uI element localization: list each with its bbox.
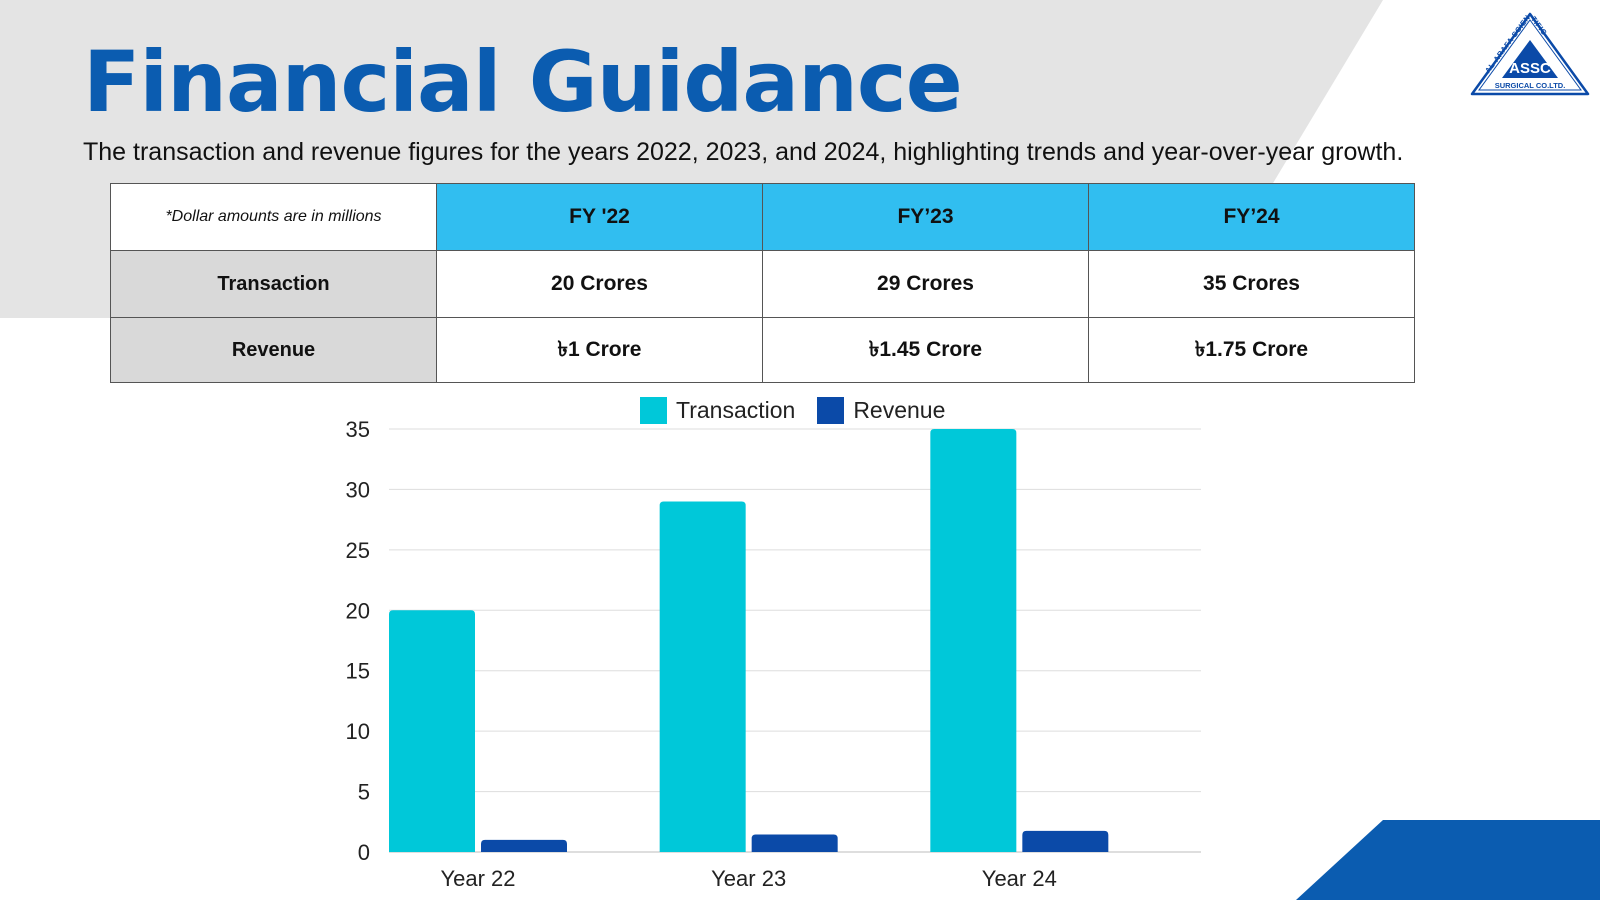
bar-transaction-year-23 [659,501,746,852]
y-tick-label: 10 [346,719,370,744]
legend-item-transaction: Transaction [640,396,796,424]
financial-table: *Dollar amounts are in millions FY '22 F… [110,183,1415,383]
bar-transaction-year-22 [389,610,475,852]
table-column-header: FY’23 [762,183,1089,251]
table-column-header: FY '22 [436,183,763,251]
chart-legend: Transaction Revenue [640,396,945,424]
table-row: Revenue ৳1 Crore ৳1.45 Crore ৳1.75 Crore [110,317,1415,383]
table-cell: ৳1.75 Crore [1088,317,1415,383]
y-tick-label: 5 [358,780,370,805]
bar-revenue-year-24 [1022,830,1109,852]
table-cell: 20 Crores [436,250,763,318]
company-logo: AL-ARAFA SCIENTIFIC ASSC SURGICAL CO.LTD… [1470,12,1590,96]
legend-label: Revenue [853,396,946,423]
table-row-label: Transaction [110,250,437,318]
y-tick-label: 0 [358,840,370,865]
table-cell: 29 Crores [762,250,1089,318]
logo-center-text: ASSC [1509,60,1551,77]
x-category-label: Year 22 [440,866,515,891]
bar-chart: 0 5 10 15 20 25 30 35 Year 22 Year 23 Year 24 [346,420,1201,891]
legend-swatch-transaction [640,396,667,424]
y-tick-label: 15 [346,659,370,684]
corner-accent-shape [1296,820,1600,900]
bar-transaction-year-24 [930,429,1017,852]
table-row: Transaction 20 Crores 29 Crores 35 Crore… [110,250,1415,318]
legend-item-revenue: Revenue [817,396,946,424]
y-tick-label: 30 [346,477,370,502]
legend-label: Transaction [676,396,796,423]
x-category-label: Year 24 [982,866,1057,891]
page-subtitle: The transaction and revenue figures for … [83,138,1404,166]
legend-swatch-revenue [817,396,845,424]
y-tick-label: 35 [346,420,370,442]
bar-revenue-year-22 [481,839,567,852]
table-column-header: FY’24 [1088,183,1415,251]
table-cell: 35 Crores [1088,250,1415,318]
table-row-label: Revenue [110,317,437,383]
table-cell: ৳1.45 Crore [762,317,1089,383]
y-tick-label: 20 [346,598,370,623]
table-note: *Dollar amounts are in millions [110,183,437,251]
x-category-label: Year 23 [711,866,786,891]
page-title: Financial Guidance [83,33,963,131]
bar-revenue-year-23 [751,834,838,852]
table-header-row: *Dollar amounts are in millions FY '22 F… [110,183,1415,251]
y-tick-label: 25 [346,538,370,563]
table-cell: ৳1 Crore [436,317,763,383]
logo-bottom-text: SURGICAL CO.LTD. [1495,81,1566,90]
